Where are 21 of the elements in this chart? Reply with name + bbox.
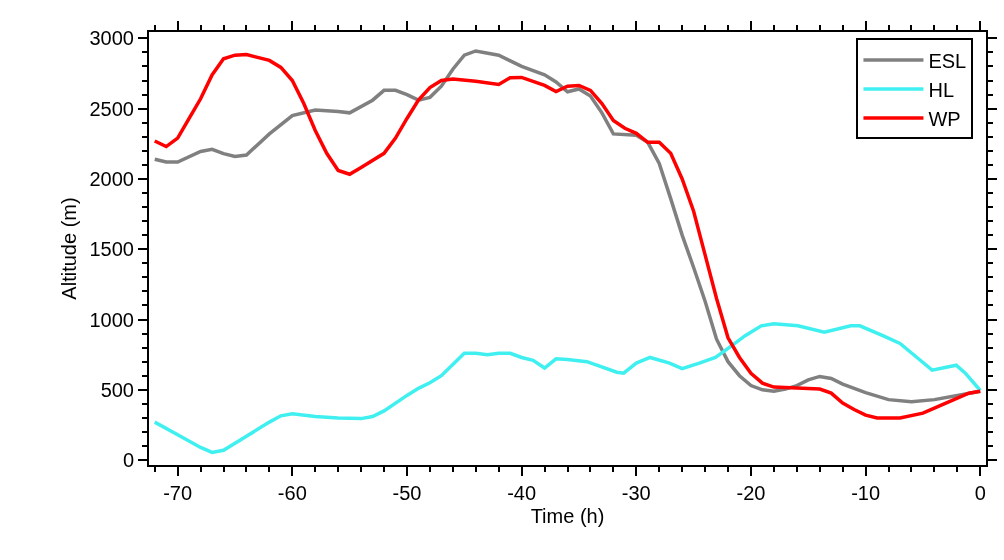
y-tick-label: 1500 (89, 238, 134, 261)
x-tick-label: -10 (851, 482, 881, 504)
y-tick-label: 0 (122, 449, 134, 472)
y-tick-label: 1000 (89, 308, 134, 331)
legend-label: HL (928, 78, 955, 101)
x-tick-label: -40 (507, 482, 537, 504)
x-tick-label: -30 (621, 482, 651, 504)
y-axis-title: Altitude (m) (57, 197, 80, 300)
x-tick-label: -20 (736, 482, 766, 504)
y-tick-label: 3000 (89, 27, 134, 50)
x-tick-label: -50 (392, 482, 422, 504)
x-axis-title: Time (h) (530, 505, 605, 527)
x-tick-label: -60 (277, 482, 307, 504)
legend-label: ESL (928, 49, 967, 72)
x-tick-label: -70 (163, 482, 193, 504)
y-tick-label: 500 (100, 378, 134, 401)
y-tick-label: 2000 (89, 167, 134, 190)
y-tick-label: 2500 (89, 97, 134, 120)
line-series (152, 321, 983, 455)
x-tick-label: 0 (974, 482, 986, 504)
legend-label: WP (928, 107, 961, 130)
